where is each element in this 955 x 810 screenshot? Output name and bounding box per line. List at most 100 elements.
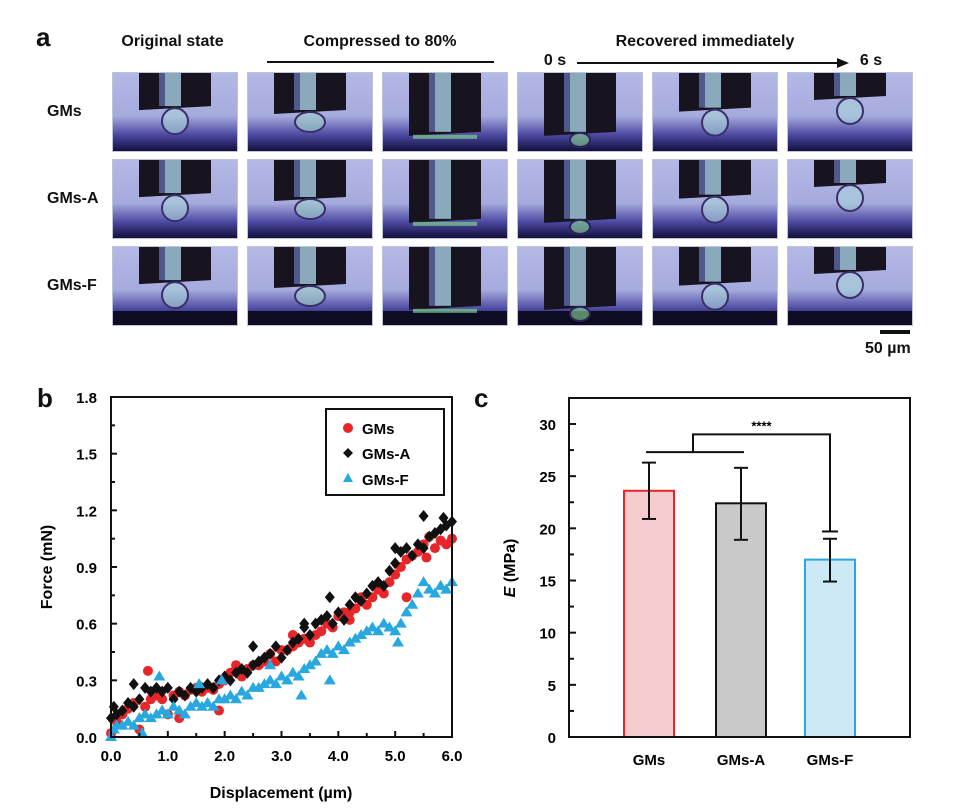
data-point-gms <box>304 637 315 648</box>
data-point-gms-f <box>275 670 288 681</box>
y-tick-label: 1.8 <box>76 390 97 407</box>
data-point-gms-a <box>168 693 179 706</box>
y-tick-label: 25 <box>539 469 556 486</box>
y-axis-label-unit: (MPa) <box>502 539 519 587</box>
data-point-gms-f <box>207 700 220 711</box>
x-category-label-gms-f: GMs-F <box>807 752 854 769</box>
data-point-gms-f <box>411 587 424 598</box>
y-tick-label: 20 <box>539 521 556 538</box>
y-tick-label: 30 <box>539 417 556 434</box>
series-gms-f <box>105 576 458 741</box>
data-point-gms-f <box>423 583 436 594</box>
significance-bracket: **** <box>646 418 838 533</box>
data-point-gms-f <box>394 617 407 628</box>
data-point-gms-a <box>151 681 162 694</box>
data-point-gms-f <box>323 674 336 685</box>
data-point-gms-a <box>259 651 270 664</box>
y-tick-label: 5 <box>548 678 556 695</box>
data-point-gms-f <box>292 670 305 681</box>
data-point-gms-a <box>248 640 259 653</box>
x-category-label-gms: GMs <box>633 752 666 769</box>
error-bar-gms <box>642 461 656 520</box>
data-point-gms-f <box>338 644 351 655</box>
data-point-gms-f <box>139 708 152 719</box>
data-point-gms-f <box>400 606 413 617</box>
data-point-gms-f <box>332 640 345 651</box>
data-point-gms-f <box>178 708 191 719</box>
data-point-gms <box>140 701 151 712</box>
data-point-gms-f <box>392 636 405 647</box>
data-point-gms-a <box>390 557 401 570</box>
data-point-gms-f <box>156 704 169 715</box>
bar-gms-f <box>804 558 856 738</box>
micrograph-gms-a-recovered-mid <box>652 159 778 239</box>
micrograph-gms-f-recovered-6s <box>787 246 913 326</box>
data-point-gms-f <box>127 719 140 730</box>
micrograph-gms-a-recovered-0s <box>517 159 643 239</box>
compressed-bracket-line <box>267 61 494 63</box>
data-point-gms-f <box>360 625 373 636</box>
data-point-gms-a <box>162 681 173 694</box>
data-point-gms-a <box>140 681 151 694</box>
data-point-gms-f <box>298 663 311 673</box>
data-point-gms-f <box>434 579 447 590</box>
y-tick-label: 10 <box>539 626 556 643</box>
legend-marker-triangle-icon <box>343 473 353 482</box>
error-bars <box>642 461 837 583</box>
data-point-gms-f <box>193 678 206 689</box>
series-gms <box>106 531 457 739</box>
y-tick-label: 0.0 <box>76 730 97 747</box>
data-point-gms-a <box>134 693 145 706</box>
significance-stars: **** <box>751 418 772 433</box>
data-point-gms-f <box>343 636 356 647</box>
data-point-gms <box>344 607 355 618</box>
scatter-chart-force-displacement: 0.0 1.0 2.0 3.0 4.0 5.0 6.0 0.0 0.3 0.6 0.9 1.2 1.5 1… <box>39 390 462 802</box>
micrograph-gms-original <box>112 72 238 152</box>
data-point-gms-a <box>208 681 219 694</box>
data-point-gms-a <box>324 591 335 604</box>
data-point-gms-a <box>321 610 332 623</box>
series-gms-a <box>106 510 457 725</box>
micrograph-gms-f-original <box>112 246 238 326</box>
data-point-gms-f <box>264 659 277 670</box>
data-point-gms <box>157 694 168 705</box>
data-point-gms <box>429 543 440 554</box>
y-tick-label: 0.9 <box>76 560 97 577</box>
data-point-gms-a <box>265 647 276 660</box>
data-point-gms-a <box>390 542 401 555</box>
data-point-gms-f <box>184 700 197 711</box>
data-point-gms-a <box>333 606 344 619</box>
data-point-gms <box>421 552 432 563</box>
data-point-gms-f <box>309 655 322 666</box>
scatter-points <box>105 510 458 741</box>
data-point-gms-a <box>378 579 389 592</box>
data-point-gms-a <box>299 617 310 630</box>
data-point-gms-a <box>117 704 128 717</box>
x-tick-label: 1.0 <box>157 748 178 765</box>
data-point-gms-f <box>116 719 129 730</box>
data-point-gms-a <box>361 587 372 600</box>
bar-chart-modulus: GMs GMs-A GMs-F **** 0 5 10 15 20 25 30 E (MPa) <box>502 397 911 769</box>
data-point-gms-f <box>215 674 228 685</box>
data-point-gms-a <box>225 674 236 687</box>
legend-label-gms-a: GMs-A <box>362 446 411 463</box>
data-point-gms-f <box>349 632 362 643</box>
x-tick-label: 5.0 <box>385 748 406 765</box>
data-point-gms-a <box>401 542 412 555</box>
bars: GMs GMs-A GMs-F <box>623 489 856 769</box>
x-tick-label: 0.0 <box>101 748 122 765</box>
y-tick-label: 1.2 <box>76 503 97 520</box>
y-tick-label: 0 <box>548 730 556 747</box>
micrograph-gms-f-compressed-1 <box>247 246 373 326</box>
data-point-gms-f <box>320 644 333 655</box>
data-point-gms-a <box>438 511 449 524</box>
micrograph-gms-f-recovered-mid <box>652 246 778 326</box>
data-point-gms-a <box>327 617 338 630</box>
data-point-gms-f <box>428 587 441 598</box>
y-axis-label: E (MPa) <box>502 539 519 598</box>
micrograph-gms-f-recovered-0s <box>517 246 643 326</box>
x-tick-label: 4.0 <box>328 748 349 765</box>
significance-bracket-line <box>692 433 831 532</box>
data-point-gms-f <box>355 629 368 639</box>
time-arrow <box>577 58 849 68</box>
